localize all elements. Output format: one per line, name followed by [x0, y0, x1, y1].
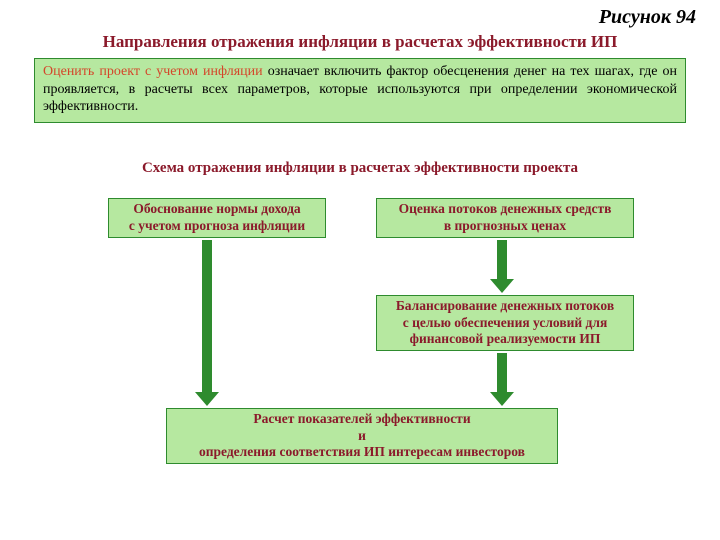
arrow-a-d	[195, 240, 219, 406]
arrows-layer	[0, 0, 720, 540]
arrow-c-d	[490, 353, 514, 406]
arrow-b-c	[490, 240, 514, 293]
